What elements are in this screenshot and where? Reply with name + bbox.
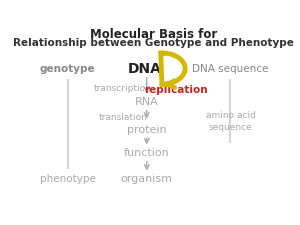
Text: transcription: transcription: [93, 84, 151, 93]
Text: DNA: DNA: [128, 62, 161, 76]
Text: DNA sequence: DNA sequence: [192, 64, 269, 74]
Text: organism: organism: [121, 174, 173, 184]
Text: RNA: RNA: [135, 97, 159, 107]
Text: replication: replication: [144, 85, 208, 95]
Text: translation: translation: [99, 112, 148, 122]
Text: Molecular Basis for: Molecular Basis for: [90, 28, 218, 41]
Text: protein: protein: [127, 125, 166, 135]
Text: amino acid
sequence: amino acid sequence: [206, 111, 255, 132]
Text: function: function: [124, 148, 170, 158]
Text: Relationship between Genotype and Phenotype: Relationship between Genotype and Phenot…: [13, 38, 294, 48]
Text: genotype: genotype: [40, 64, 95, 74]
Text: phenotype: phenotype: [40, 174, 96, 184]
